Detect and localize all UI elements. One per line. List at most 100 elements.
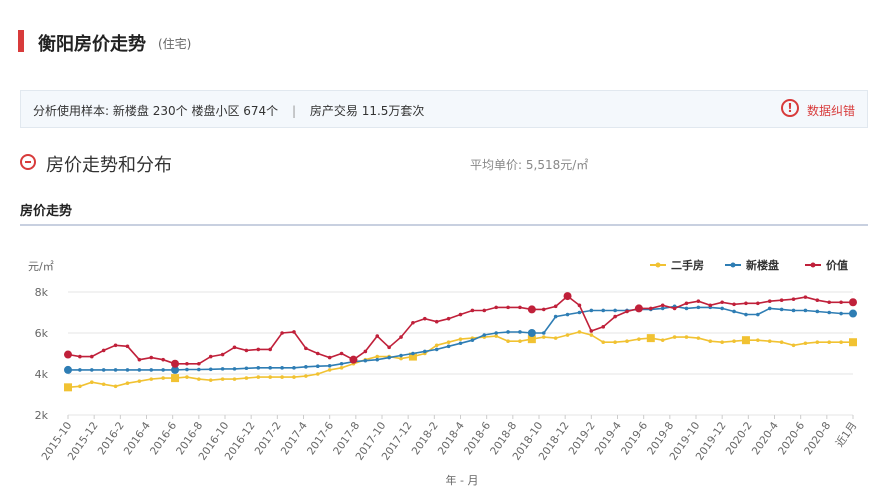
data-point <box>64 350 72 359</box>
data-point <box>553 336 558 340</box>
data-point <box>577 330 582 334</box>
sample-new-homes: 新楼盘 230个 <box>112 104 188 118</box>
data-point <box>589 308 594 313</box>
data-point <box>149 377 154 381</box>
data-point <box>64 383 72 392</box>
data-point <box>803 308 808 313</box>
data-point <box>423 316 427 321</box>
data-point <box>708 303 713 308</box>
data-point <box>696 305 701 310</box>
data-point <box>779 340 784 345</box>
average-price-value: 5,518元/㎡ <box>525 158 589 172</box>
data-point <box>720 300 724 305</box>
data-point <box>292 366 296 370</box>
data-point <box>137 357 142 362</box>
data-point <box>387 355 391 360</box>
data-point <box>732 339 736 343</box>
data-point <box>803 341 808 346</box>
data-point <box>672 306 677 311</box>
data-point <box>839 300 843 305</box>
data-point <box>113 384 118 389</box>
data-point <box>613 340 617 345</box>
data-point <box>125 381 130 386</box>
data-point <box>684 335 689 339</box>
data-point <box>541 331 546 335</box>
data-point <box>637 337 641 341</box>
data-point <box>137 379 142 383</box>
data-point <box>506 339 510 343</box>
data-point <box>327 364 332 368</box>
x-axis-label: 年 - 月 <box>446 473 479 487</box>
data-point <box>470 308 475 313</box>
data-point <box>171 365 180 374</box>
data-point <box>408 352 417 361</box>
data-point <box>446 340 451 345</box>
data-point <box>197 361 201 366</box>
data-point <box>304 374 308 378</box>
data-point <box>149 368 154 372</box>
data-point <box>197 377 201 381</box>
data-point <box>220 367 225 371</box>
data-point <box>563 292 572 301</box>
data-point <box>518 330 522 334</box>
data-point <box>660 338 665 342</box>
y-tick-label: 8k <box>35 286 49 299</box>
data-point <box>660 303 665 308</box>
data-point <box>458 312 463 317</box>
data-point <box>625 309 629 314</box>
data-point <box>613 308 617 313</box>
page-title: 衡阳房价走势 <box>38 34 146 55</box>
y-tick-label: 4k <box>35 368 49 381</box>
data-point <box>458 341 463 346</box>
data-point <box>565 333 570 337</box>
data-point <box>339 366 344 370</box>
data-point <box>839 311 843 316</box>
data-point <box>339 361 344 366</box>
data-point <box>399 335 403 339</box>
sample-info-bar: 分析使用样本: 新楼盘 230个 楼盘小区 674个 | 房产交易 11.5万套… <box>20 90 868 128</box>
minus-circle-icon[interactable] <box>20 154 36 170</box>
data-point <box>791 343 796 348</box>
data-point <box>304 346 308 351</box>
data-point <box>506 305 510 310</box>
data-point <box>78 354 82 359</box>
error-report-link[interactable]: 数据纠错 <box>806 104 855 118</box>
data-point <box>779 307 784 312</box>
data-point <box>64 365 72 374</box>
data-point <box>482 308 487 313</box>
data-point <box>601 325 606 329</box>
data-point <box>137 368 142 372</box>
data-point <box>827 310 832 315</box>
data-point <box>649 306 653 311</box>
data-point <box>268 366 272 370</box>
y-tick-label: 2k <box>35 409 49 422</box>
data-point <box>363 358 368 363</box>
data-point <box>527 329 536 337</box>
data-point <box>327 355 332 360</box>
data-point <box>375 357 380 362</box>
data-point <box>696 299 701 304</box>
data-point <box>208 367 213 372</box>
data-point <box>684 306 689 311</box>
data-point <box>518 305 522 310</box>
data-point <box>684 301 689 306</box>
data-point <box>815 340 820 345</box>
data-point <box>232 367 237 371</box>
data-point <box>756 338 760 342</box>
data-point <box>78 368 82 372</box>
legend-marker <box>730 262 736 268</box>
legend-label: 价值 <box>826 258 848 272</box>
data-point <box>756 312 760 317</box>
data-point <box>541 335 546 339</box>
legend-marker <box>655 262 661 268</box>
data-point <box>185 361 189 366</box>
data-point <box>113 368 118 372</box>
data-point <box>601 308 606 313</box>
data-point <box>779 298 784 302</box>
page-subtitle: (住宅) <box>158 37 192 51</box>
data-point <box>634 304 643 313</box>
data-point <box>741 336 750 345</box>
exclamation-circle-icon[interactable]: ! <box>781 99 799 117</box>
data-point <box>268 375 272 379</box>
data-point <box>268 347 272 352</box>
